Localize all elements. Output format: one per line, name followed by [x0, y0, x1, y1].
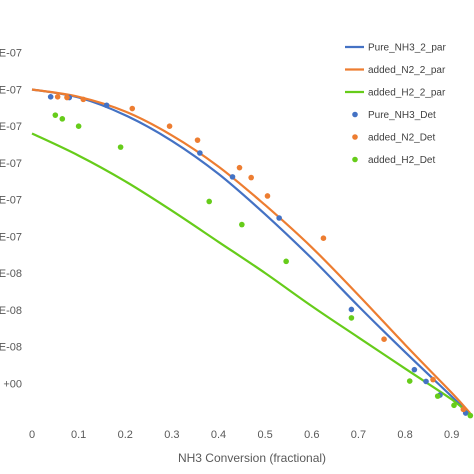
data-point-pure-nh3-det [276, 215, 282, 221]
x-tick-label: 0.5 [258, 429, 273, 441]
series-line-added-n2-2-par [31, 88, 472, 415]
legend-label: added_N2_Det [368, 133, 435, 144]
y-tick-label: E-08 [0, 305, 22, 317]
legend-label: Pure_NH3_2_par [368, 43, 446, 54]
x-tick-label: 0.3 [164, 429, 179, 441]
data-point-added-n2-det [320, 235, 327, 241]
y-tick-label: E-08 [0, 268, 22, 280]
data-point-added-h2-det [467, 412, 474, 419]
data-point-pure-nh3-det [47, 94, 54, 100]
y-tick-label: +00 [3, 378, 22, 390]
data-point-pure-nh3-det [411, 366, 418, 373]
x-tick-label: 0.2 [118, 429, 133, 441]
legend-label: added_N2_2_par [368, 65, 446, 76]
data-point-added-n2-det [236, 164, 243, 171]
legend-entry: added_H2_Det [352, 155, 435, 166]
legend: Pure_NH3_2_par added_N2_2_par added_H2_2_p… [345, 43, 446, 166]
data-point-pure-nh3-det [423, 378, 429, 385]
y-tick-label: E-07 [0, 48, 22, 60]
legend-point-swatch [352, 134, 358, 140]
x-tick-label: 0 [29, 429, 35, 441]
data-point-pure-nh3-det [103, 102, 110, 109]
plot-area [31, 88, 474, 419]
legend-label: Pure_NH3_Det [368, 110, 436, 121]
data-point-added-h2-det [451, 402, 457, 409]
x-tick-label: 0.6 [304, 429, 319, 441]
data-point-added-n2-det [430, 376, 436, 383]
x-tick-label: 0.1 [71, 429, 86, 441]
x-tick-label: 0.4 [211, 429, 226, 441]
x-tick-label: 0.9 [444, 429, 459, 441]
x-tick-label: 0.7 [351, 429, 366, 441]
data-point-added-n2-det [381, 336, 387, 343]
data-point-added-n2-det [129, 105, 136, 112]
data-point-added-n2-det [264, 193, 271, 199]
legend-entry: Pure_NH3_Det [352, 110, 436, 121]
data-point-added-h2-det [406, 378, 413, 384]
data-point-added-h2-det [59, 116, 66, 122]
data-point-added-h2-det [283, 258, 289, 265]
legend-entry: added_H2_2_par [345, 88, 446, 99]
data-point-added-h2-det [206, 198, 212, 205]
data-point-pure-nh3-det [348, 306, 355, 313]
data-point-added-n2-det [54, 94, 61, 100]
data-point-added-n2-det [460, 406, 467, 413]
data-point-added-h2-det [52, 112, 59, 118]
x-tick-label: 0.8 [397, 429, 412, 441]
data-point-added-h2-det [239, 221, 245, 228]
series-line-pure-nh3-2-par [31, 88, 472, 416]
legend-label: added_H2_2_par [368, 88, 446, 99]
x-axis: 0 0.1 0.2 0.3 0.4 0.5 0.6 0.7 0.8 0.9 [29, 429, 459, 441]
legend-point-swatch [352, 156, 358, 163]
legend-point-swatch [352, 111, 358, 118]
y-tick-label: E-08 [0, 342, 22, 354]
data-point-added-h2-det [75, 123, 82, 129]
y-axis: E-07 E-07 E-07 E-07 E-07 E-07 E-08 E-08 E-08 +00 [0, 48, 22, 391]
data-point-pure-nh3-det [229, 174, 236, 180]
series-line-added-h2-2-par [31, 132, 472, 417]
data-point-added-h2-det [434, 393, 441, 399]
data-point-added-n2-det [80, 96, 87, 103]
data-point-added-n2-det [194, 137, 201, 143]
legend-entry: Pure_NH3_2_par [345, 43, 446, 54]
legend-entry: added_N2_Det [352, 133, 435, 144]
y-tick-label: E-07 [0, 158, 22, 170]
y-tick-label: E-07 [0, 231, 22, 243]
data-point-added-n2-det [248, 174, 254, 181]
y-tick-label: E-07 [0, 121, 22, 133]
x-axis-title: NH3 Conversion (fractional) [178, 451, 326, 465]
legend-entry: added_N2_2_par [345, 65, 446, 76]
y-tick-label: E-07 [0, 84, 22, 96]
legend-label: added_H2_Det [368, 155, 435, 166]
data-point-added-h2-det [348, 315, 355, 321]
data-point-added-n2-det [64, 94, 70, 101]
data-point-added-n2-det [166, 123, 173, 129]
y-tick-label: E-07 [0, 195, 22, 207]
data-point-added-h2-det [117, 144, 124, 150]
data-point-pure-nh3-det [197, 150, 203, 156]
